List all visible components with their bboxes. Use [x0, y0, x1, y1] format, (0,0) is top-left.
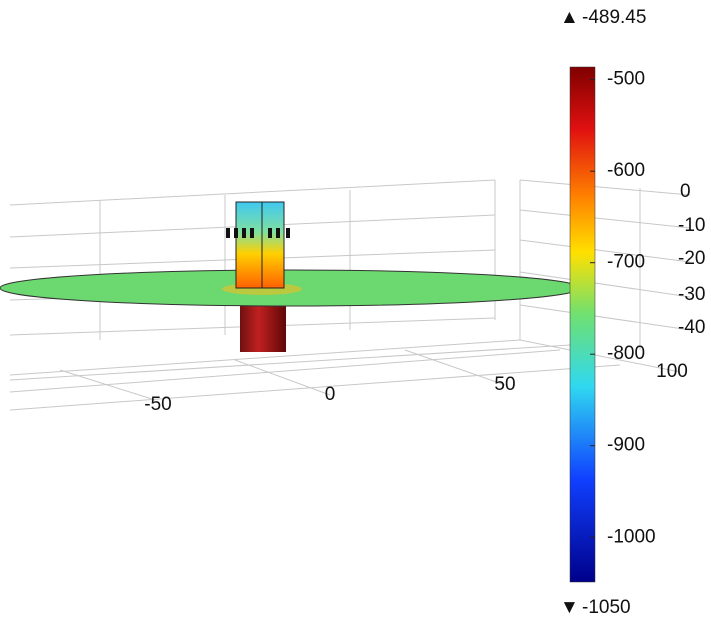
colorbar-tick-label: -800: [607, 343, 645, 364]
colorbar-max-label: -489.45: [582, 7, 646, 28]
y-tick-label: 0: [680, 181, 691, 202]
x-tick-label: 0: [325, 384, 336, 405]
x-tick-label: -50: [144, 394, 171, 415]
plot-window: ▲ ▼ -489.45 -1050 -500-600-700-800-900-1…: [0, 0, 711, 621]
x-tick-label: 50: [494, 374, 515, 395]
colorbar-tick-label: -500: [607, 69, 645, 90]
min-marker: ▼: [560, 597, 579, 618]
y-tick-label: -20: [678, 248, 705, 269]
y-tick-label: -10: [678, 215, 705, 236]
colorbar-tick-label: -600: [607, 160, 645, 181]
page: ▲ ▼ -489.45 -1050 -500-600-700-800-900-1…: [0, 0, 711, 626]
x-tick-label: 100: [656, 361, 688, 382]
colorbar-min-label: -1050: [582, 597, 631, 618]
colorbar-tick-label: -900: [607, 435, 645, 456]
cylinder-upper: [236, 202, 284, 288]
max-marker: ▲: [560, 7, 579, 28]
y-tick-label: -40: [678, 317, 705, 338]
y-tick-label: -30: [678, 284, 705, 305]
colorbar-tick-label: -700: [607, 252, 645, 273]
colorbar: [570, 67, 595, 582]
colorbar-tick-label: -1000: [607, 526, 656, 547]
